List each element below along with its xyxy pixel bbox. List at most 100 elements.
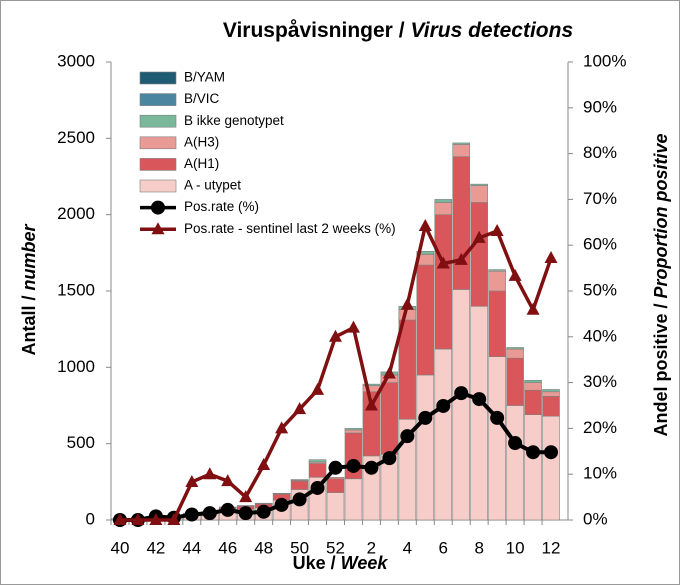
line-marker <box>221 474 235 487</box>
y-tick-label: 1500 <box>57 280 95 299</box>
bar-segment <box>524 380 542 383</box>
x-tick-label: 12 <box>542 538 561 557</box>
bar-segment <box>470 305 488 521</box>
bar-segment <box>344 428 363 431</box>
line-marker <box>472 392 487 407</box>
bar-segment <box>542 391 560 397</box>
legend-label: B/YAM <box>184 70 225 85</box>
line-marker <box>131 513 145 525</box>
y-label-translation: number <box>19 223 39 290</box>
line-marker <box>346 320 360 333</box>
line-marker <box>202 506 217 521</box>
x-tick-label: 46 <box>218 538 237 557</box>
legend-label: A(H1) <box>184 156 219 171</box>
x-label-translation: Week <box>341 553 389 573</box>
line-marker <box>400 297 414 310</box>
legend-label: B ikke genotypet <box>184 113 284 128</box>
x-tick-label: 44 <box>182 538 201 557</box>
y2-tick-label: 40% <box>583 326 617 345</box>
bar-segment <box>434 214 453 350</box>
line-marker <box>508 436 523 451</box>
x-tick-label: 42 <box>146 538 165 557</box>
line-marker <box>239 490 253 503</box>
title-translation: Virus detections <box>411 19 574 42</box>
x-label-main: Uke / <box>293 553 336 573</box>
x-tick-label: 10 <box>506 538 525 557</box>
line-marker <box>472 230 486 243</box>
y2-tick-label: 100% <box>583 51 626 70</box>
title-main: Viruspåvisninger / <box>223 19 405 42</box>
bar-segment <box>452 142 470 145</box>
line-marker <box>526 302 540 315</box>
x-tick-label: 6 <box>439 538 448 557</box>
y2-tick-label: 90% <box>583 97 617 116</box>
y-tick-label: 500 <box>67 433 95 452</box>
legend-label: Pos.rate (%) <box>184 199 259 214</box>
line-marker <box>382 451 397 466</box>
line-marker <box>544 445 559 460</box>
bar-segment <box>380 382 399 455</box>
y2-tick-label: 20% <box>583 418 617 437</box>
line-marker <box>526 445 541 460</box>
y2-tick-label: 50% <box>583 280 617 299</box>
y-tick-label: 2000 <box>57 204 95 223</box>
y2-tick-label: 0% <box>583 509 608 528</box>
bar-segment <box>344 478 363 521</box>
line-marker <box>490 410 505 425</box>
bar-segment <box>488 290 506 357</box>
legend-swatch <box>139 71 177 85</box>
bar-segment <box>290 480 309 490</box>
y2-tick-label: 70% <box>583 189 617 208</box>
x-tick-label: 52 <box>326 538 345 557</box>
bar-segment <box>470 183 488 186</box>
line-marker <box>293 402 307 415</box>
bar-segment <box>308 459 327 463</box>
line-marker <box>544 251 558 264</box>
bar-segment <box>488 269 506 272</box>
bar-segment <box>524 382 542 391</box>
bar-segment <box>326 492 345 521</box>
bar-segment <box>452 156 470 290</box>
line-marker <box>256 504 271 519</box>
bar-segment <box>416 374 435 521</box>
line-marker <box>436 256 450 269</box>
legend-label: Pos.rate - sentinel last 2 weeks (%) <box>184 221 396 236</box>
line-marker <box>257 458 271 471</box>
line-marker <box>490 224 504 237</box>
bar-segment <box>308 463 327 478</box>
x-axis-label: Uke / Week <box>293 553 389 573</box>
legend-label: A - utypet <box>184 178 241 193</box>
x-tick-label: 8 <box>474 538 483 557</box>
y-label-main: Antall / <box>19 296 39 356</box>
bar-segment <box>470 202 488 307</box>
y-tick-label: 3000 <box>57 51 95 70</box>
line-marker <box>454 252 468 265</box>
line-marker <box>274 497 289 512</box>
x-tick-label: 48 <box>254 538 273 557</box>
line-marker <box>400 429 415 444</box>
bar-segment <box>524 389 542 415</box>
y2-tick-label: 80% <box>583 143 617 162</box>
line-marker <box>113 513 127 525</box>
bar-segment <box>542 415 560 521</box>
y-tick-label: 1000 <box>57 357 95 376</box>
line-marker <box>364 460 379 475</box>
line-marker <box>151 200 165 215</box>
line-marker <box>418 410 433 425</box>
bar-segment <box>434 348 453 521</box>
legend-swatch <box>139 114 177 128</box>
line-marker <box>184 507 199 522</box>
line-marker <box>149 513 163 525</box>
x-tick-label: 40 <box>111 538 130 557</box>
legend-label: A(H3) <box>184 134 219 149</box>
bar-segment <box>290 479 309 481</box>
y-tick-label: 0 <box>86 509 95 528</box>
line-marker <box>275 421 289 434</box>
line-marker <box>328 460 343 475</box>
bar-segment <box>416 251 435 255</box>
bar-segment <box>344 429 363 434</box>
y-axis-label: Antall / number <box>19 223 39 355</box>
line-marker <box>311 382 325 395</box>
